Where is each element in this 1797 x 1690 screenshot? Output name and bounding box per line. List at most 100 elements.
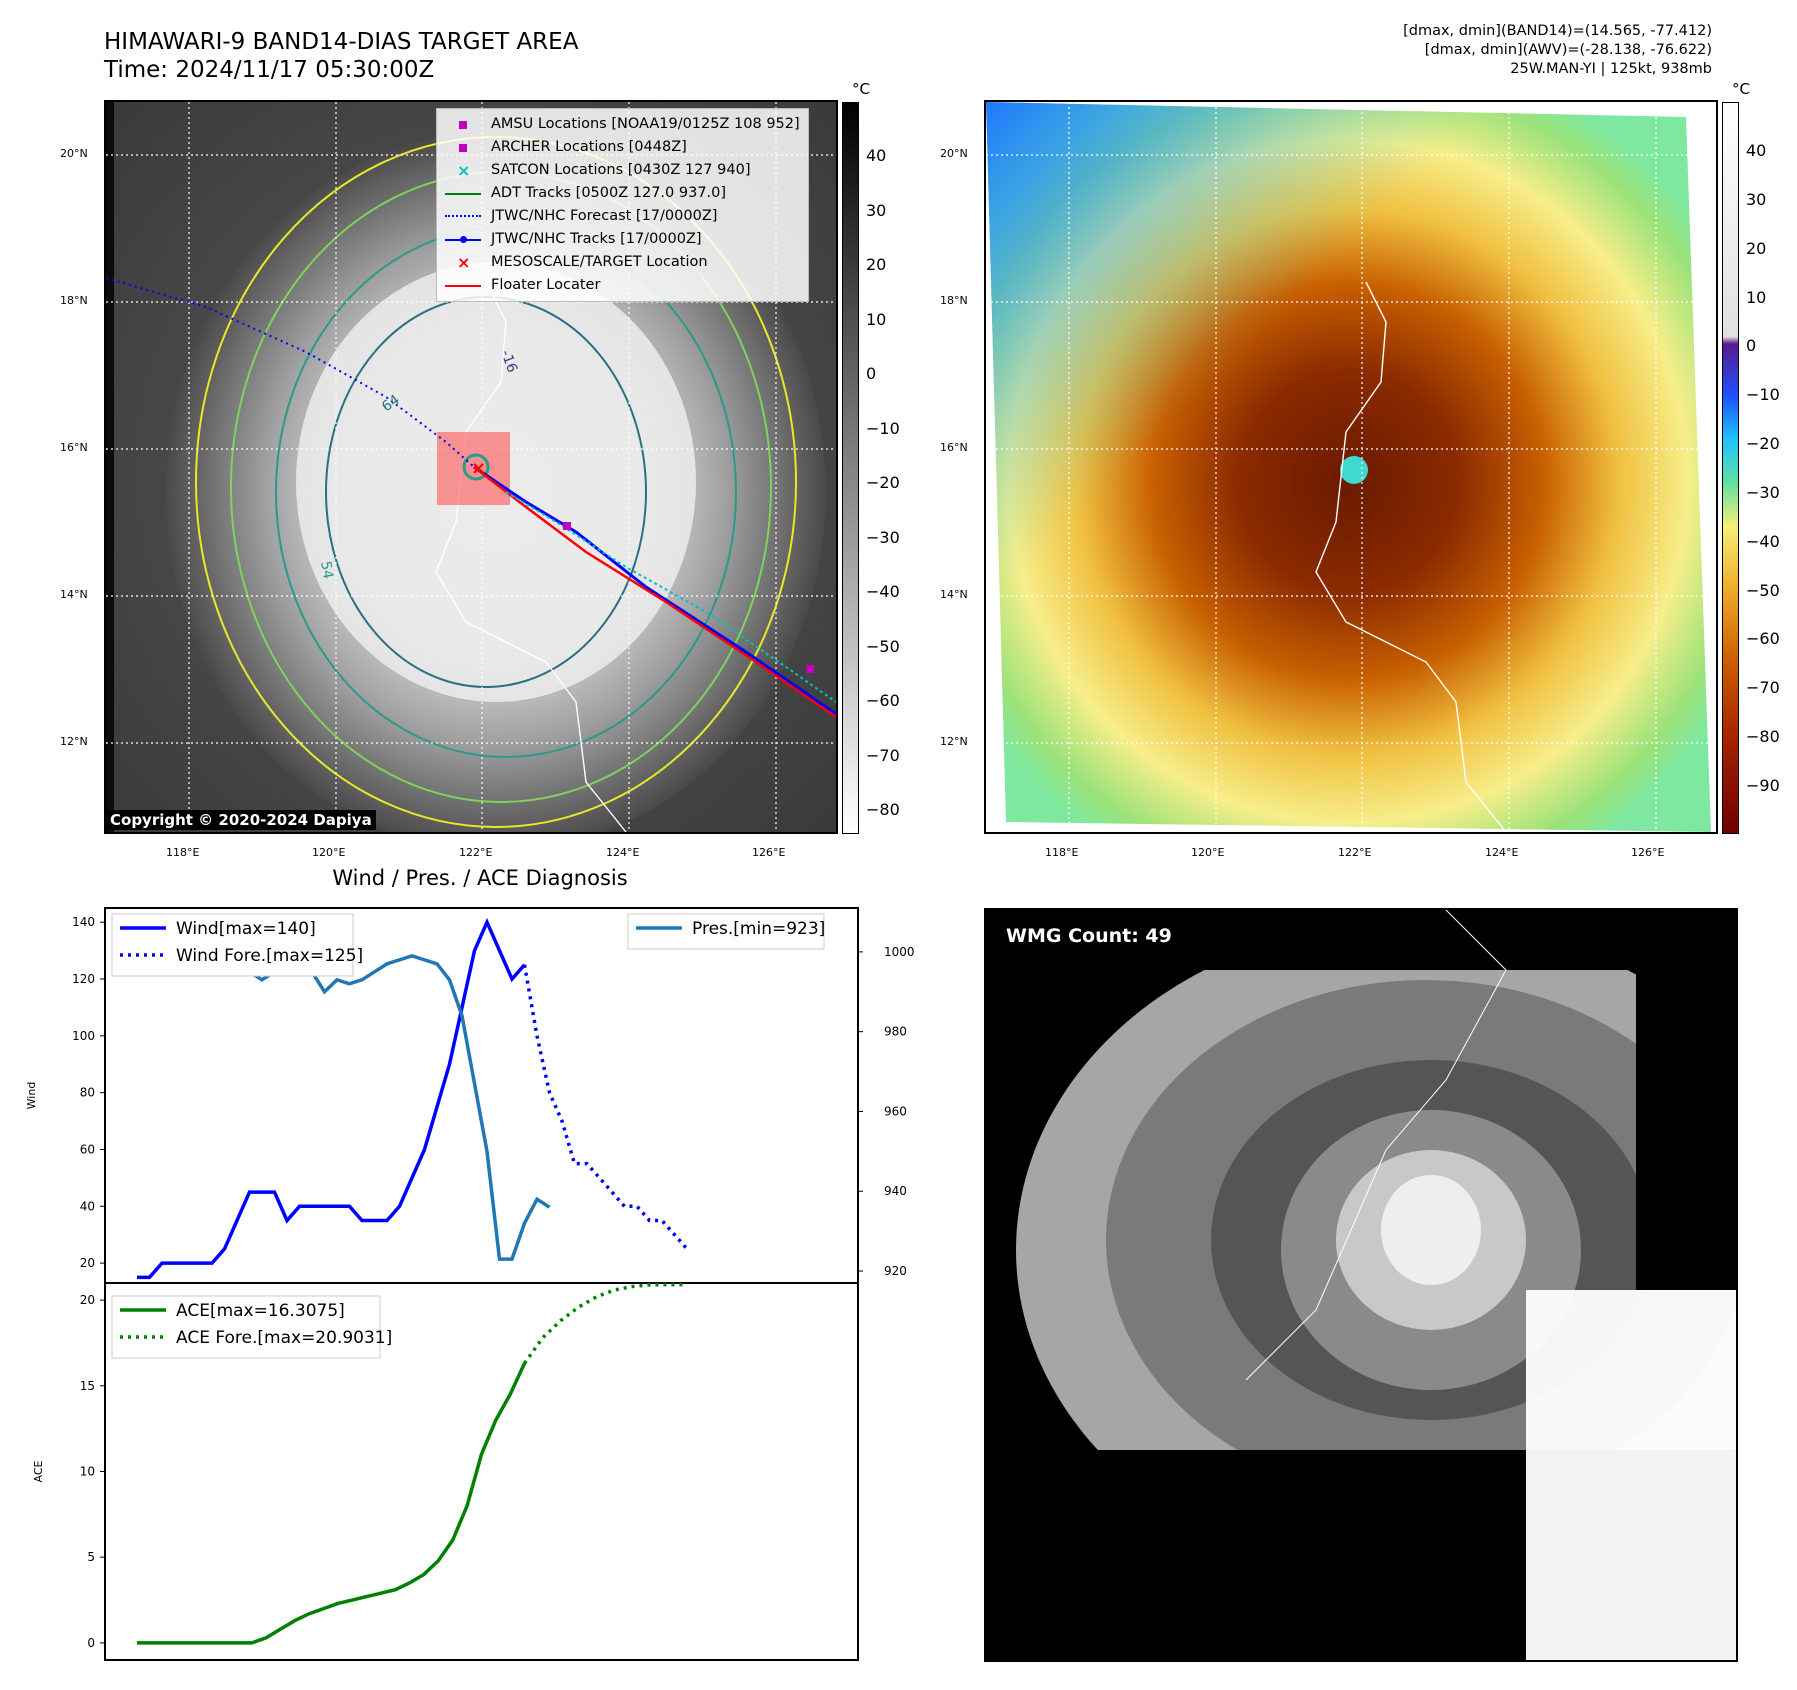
ace-tick-label: 20 — [80, 1293, 95, 1307]
legend-label: Wind Fore.[max=125] — [176, 946, 363, 966]
y-tick-label: 80 — [80, 1086, 95, 1100]
lon-label: 120°E — [1191, 846, 1225, 859]
title-line1: HIMAWARI-9 BAND14-DIAS TARGET AREA — [104, 29, 579, 55]
legend-swatch — [445, 187, 481, 201]
ace-series-line — [137, 1362, 527, 1645]
lat-label: 12°N — [940, 735, 968, 748]
lon-label: 122°E — [1338, 846, 1372, 859]
lon-label: 118°E — [166, 846, 200, 859]
lon-label: 126°E — [752, 846, 786, 859]
y2-tick-label: 920 — [884, 1264, 907, 1278]
legend-swatch — [445, 210, 481, 224]
ace-tick-label: 10 — [80, 1465, 95, 1479]
ace-tick-label: 15 — [80, 1379, 95, 1393]
colorbar-tick: 30 — [1746, 189, 1767, 209]
legend-label: ARCHER Locations [0448Z] — [491, 139, 687, 155]
legend-entry: ARCHER Locations [0448Z] — [445, 136, 800, 159]
pressure-legend — [627, 913, 825, 950]
colorbar-tick: 10 — [1746, 287, 1767, 307]
y-tick-label: 100 — [72, 1029, 95, 1043]
colorbar-tick: 10 — [866, 309, 887, 329]
lat-label: 20°N — [940, 147, 968, 160]
ace-legend — [111, 1295, 381, 1359]
legend-label: MESOSCALE/TARGET Location — [491, 254, 708, 270]
legend-swatch — [445, 279, 481, 293]
legend-label: ACE Fore.[max=20.9031] — [176, 1328, 392, 1348]
colorbar-tick: −90 — [1746, 776, 1780, 795]
colorbar-tick: 20 — [1746, 238, 1767, 258]
wmg-panel: WMG Count: 49 — [984, 908, 1738, 1662]
legend-label: AMSU Locations [NOAA19/0125Z 108 952] — [491, 116, 800, 132]
colorbar-tick: −70 — [1746, 678, 1780, 698]
legend-label: Floater Locater — [491, 277, 601, 293]
lat-label: 16°N — [60, 441, 88, 454]
y-tick-label: 140 — [72, 915, 95, 929]
colorbar-tick: 30 — [866, 200, 887, 220]
y-tick-label: 120 — [72, 972, 95, 986]
colorbar-tick: −30 — [1746, 482, 1780, 502]
ir-colorbar-unit: °C — [852, 80, 870, 98]
ace-axis-label: ACE — [32, 1460, 45, 1482]
colorbar-tick: −10 — [1746, 385, 1780, 405]
colorbar-tick: −40 — [866, 582, 900, 601]
lat-label: 14°N — [60, 588, 88, 601]
wmg-svg — [986, 910, 1736, 1660]
colorbar-tick: 20 — [866, 255, 887, 274]
wmg-count-badge: WMG Count: 49 — [998, 922, 1180, 950]
legend-swatch — [445, 233, 481, 247]
colorbar-tick: −40 — [1746, 531, 1780, 551]
legend-entry: JTWC/NHC Tracks [17/0000Z] — [445, 228, 800, 251]
wind-legend — [111, 913, 354, 977]
legend-label: ACE[max=16.3075] — [176, 1301, 345, 1321]
wind-axis-label: Wind — [25, 1082, 38, 1110]
y2-tick-label: 980 — [884, 1025, 907, 1039]
colorbar-tick: −50 — [866, 636, 900, 656]
colorbar-tick: −20 — [1746, 434, 1780, 454]
colorbar-tick: −30 — [866, 527, 900, 547]
lon-label: 122°E — [459, 846, 493, 859]
y-tick-label: 20 — [80, 1256, 95, 1270]
legend-swatch: × — [457, 252, 471, 272]
ir-colorbar — [842, 102, 859, 834]
awv-colorbar-unit: °C — [1732, 80, 1750, 98]
contour-label-neg16: -16 — [497, 348, 520, 375]
legend-label: SATCON Locations [0430Z 127 940] — [491, 162, 751, 178]
colorbar-tick: 40 — [1746, 141, 1767, 160]
lat-label: 18°N — [940, 294, 968, 307]
legend-entry: × SATCON Locations [0430Z 127 940] — [445, 159, 800, 182]
awv-map-svg — [986, 102, 1716, 832]
y2-tick-label: 940 — [884, 1184, 907, 1198]
colorbar-tick: 0 — [866, 364, 877, 383]
legend-entry: Floater Locater — [445, 274, 800, 297]
colorbar-tick: 0 — [1746, 336, 1757, 356]
lat-label: 18°N — [60, 294, 88, 307]
awv-map-panel — [984, 100, 1718, 834]
lat-label: 20°N — [60, 147, 88, 160]
lon-label: 126°E — [1631, 846, 1665, 859]
colorbar-tick: −10 — [866, 418, 900, 438]
ace-tick-label: 5 — [87, 1550, 95, 1564]
awv-colorbar — [1722, 102, 1739, 834]
colorbar-tick: −50 — [1746, 580, 1780, 600]
map-legend: AMSU Locations [NOAA19/0125Z 108 952] ARC… — [436, 108, 809, 302]
diagnosis-chart: 20 40 60 80 100 120 140 920 940 960 980 1000 0 5 10 15 2… — [25, 907, 915, 1661]
legend-entry: AMSU Locations [NOAA19/0125Z 108 952] — [445, 113, 800, 136]
y2-tick-label: 1000 — [884, 945, 915, 959]
legend-label: JTWC/NHC Tracks [17/0000Z] — [491, 231, 702, 247]
legend-label: Wind[max=140] — [176, 919, 316, 939]
legend-label: JTWC/NHC Forecast [17/0000Z] — [491, 208, 718, 224]
colorbar-tick: 40 — [866, 146, 887, 165]
lon-label: 118°E — [1045, 846, 1079, 859]
lon-label: 124°E — [1485, 846, 1519, 859]
legend-label: ADT Tracks [0500Z 127.0 937.0] — [491, 185, 727, 201]
legend-swatch: × — [457, 160, 471, 180]
legend-entry: × MESOSCALE/TARGET Location — [445, 251, 800, 274]
lon-label: 124°E — [606, 846, 640, 859]
legend-swatch — [445, 141, 481, 155]
legend-label: Pres.[min=923] — [692, 919, 825, 939]
colorbar-tick: −70 — [866, 745, 900, 765]
svg-text:×: × — [471, 458, 486, 479]
lat-label: 14°N — [940, 588, 968, 601]
info-line3: 25W.MAN-YI | 125kt, 938mb — [1510, 61, 1712, 77]
ir-map-panel: × 64 54 -16 Copyright © 2020-2024 Dapiya… — [104, 100, 838, 834]
